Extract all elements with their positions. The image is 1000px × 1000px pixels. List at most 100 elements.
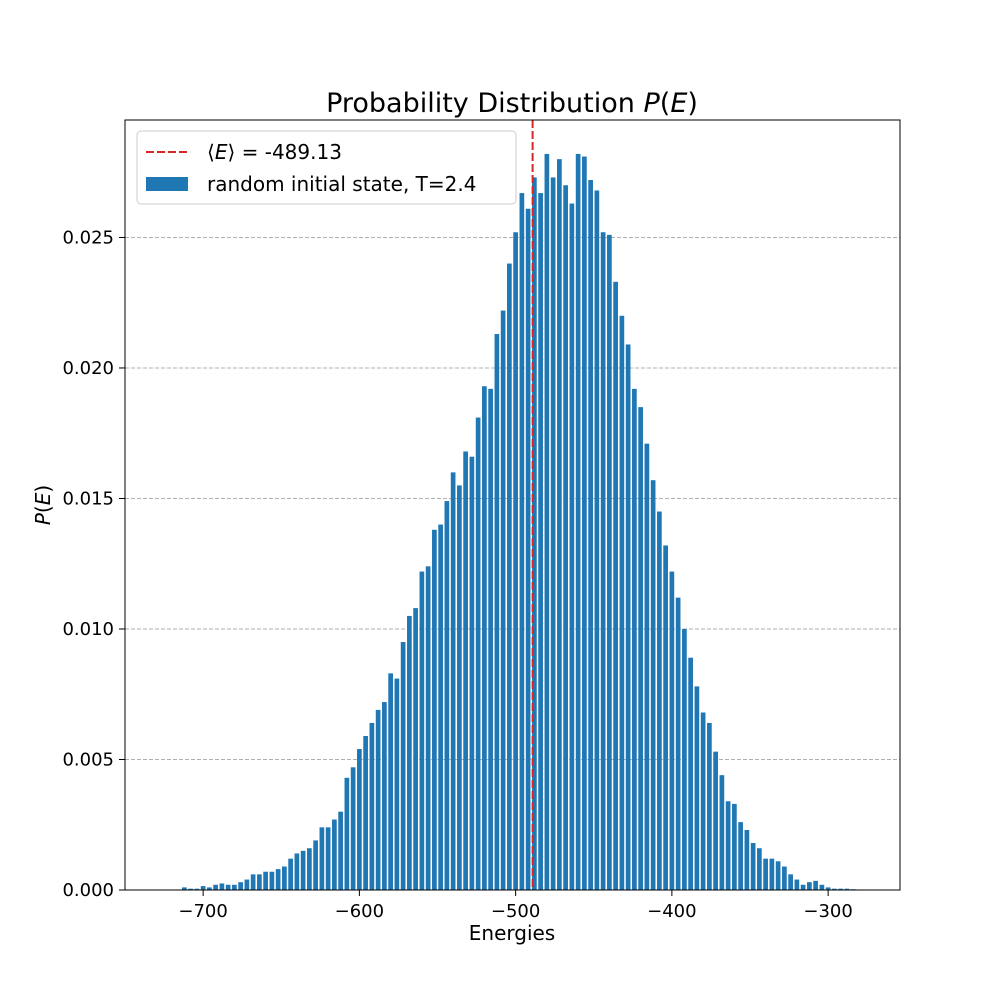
bar <box>563 185 568 890</box>
bar <box>663 545 668 890</box>
bar <box>632 388 637 890</box>
x-tick-label: −400 <box>647 901 696 922</box>
bar <box>444 501 450 890</box>
legend-series-label: random initial state, T=2.4 <box>207 172 476 196</box>
y-axis-label: P(E) <box>31 485 55 525</box>
bar <box>757 848 762 890</box>
bar <box>325 827 331 890</box>
legend-mean-label: ⟨E⟩ = -489.13 <box>207 140 342 164</box>
bar <box>575 153 581 891</box>
bar <box>719 775 725 890</box>
bar <box>694 686 700 890</box>
bar <box>844 888 850 890</box>
bar <box>532 177 537 891</box>
bars <box>182 153 862 891</box>
bar <box>475 417 481 890</box>
bar <box>288 858 293 890</box>
bar <box>782 866 787 890</box>
bar <box>800 884 806 890</box>
bar <box>825 887 831 890</box>
bar <box>313 840 318 890</box>
bar <box>607 234 612 890</box>
y-tick-label: 0.015 <box>62 488 114 509</box>
bar <box>188 888 193 890</box>
bar <box>594 190 600 890</box>
bar <box>357 749 362 890</box>
bar <box>832 888 837 890</box>
bar <box>382 702 387 890</box>
bar <box>219 883 225 890</box>
bar <box>525 208 531 891</box>
bar <box>469 456 475 890</box>
bar <box>675 597 681 890</box>
bar <box>500 310 506 890</box>
bar <box>725 801 731 890</box>
bar <box>732 803 737 890</box>
bar <box>200 886 206 890</box>
bar <box>619 315 625 891</box>
bar <box>450 472 456 890</box>
bar <box>294 853 300 890</box>
bar <box>269 871 275 890</box>
x-tick-label: −500 <box>491 901 540 922</box>
bar <box>425 566 431 890</box>
y-axis-ticks: 0.000 0.005 0.010 0.015 0.020 0.025 <box>62 227 125 901</box>
bar <box>644 443 650 890</box>
legend-bar-swatch <box>146 177 188 191</box>
bar <box>669 571 675 890</box>
bar <box>707 722 712 890</box>
bar <box>275 869 281 890</box>
bar <box>700 712 706 890</box>
x-axis-ticks: −700 −600 −500 −400 −300 <box>178 890 853 922</box>
bar <box>769 858 775 890</box>
bar <box>638 407 643 890</box>
y-tick-label: 0.000 <box>62 880 114 901</box>
bar <box>307 848 312 890</box>
bar <box>538 193 543 891</box>
bar <box>744 829 750 890</box>
bar <box>738 822 743 890</box>
bar <box>788 874 793 890</box>
bar <box>300 850 306 890</box>
bar <box>582 156 587 891</box>
bar <box>569 203 575 891</box>
bar <box>225 884 231 890</box>
y-tick-label: 0.010 <box>62 619 114 640</box>
bar <box>232 884 237 890</box>
bar <box>344 777 350 890</box>
bar <box>557 159 562 891</box>
bar <box>244 879 250 890</box>
bar <box>794 879 800 890</box>
bar <box>407 615 412 890</box>
bar <box>400 642 406 890</box>
bar <box>375 709 381 890</box>
bar <box>457 485 462 890</box>
bar <box>550 177 556 891</box>
bar <box>388 673 393 890</box>
bar <box>494 334 500 890</box>
bar <box>688 657 693 890</box>
bar <box>488 388 493 890</box>
bar <box>600 232 606 890</box>
gridlines <box>125 236 900 760</box>
bar <box>432 529 437 890</box>
bar <box>650 480 656 890</box>
bar <box>463 451 468 890</box>
x-tick-label: −300 <box>803 901 852 922</box>
bar <box>519 193 525 891</box>
bar <box>413 608 418 890</box>
bar <box>350 767 356 890</box>
bar <box>775 861 781 890</box>
bar <box>682 628 687 890</box>
bar <box>213 884 218 890</box>
bar <box>332 819 337 890</box>
legend: ⟨E⟩ = -489.13 random initial state, T=2.… <box>136 130 517 205</box>
bar <box>813 880 818 890</box>
bar <box>713 751 718 890</box>
bar <box>263 871 268 890</box>
legend-box <box>136 130 517 205</box>
bar <box>625 344 631 890</box>
bar <box>419 571 425 890</box>
bar <box>750 843 756 890</box>
